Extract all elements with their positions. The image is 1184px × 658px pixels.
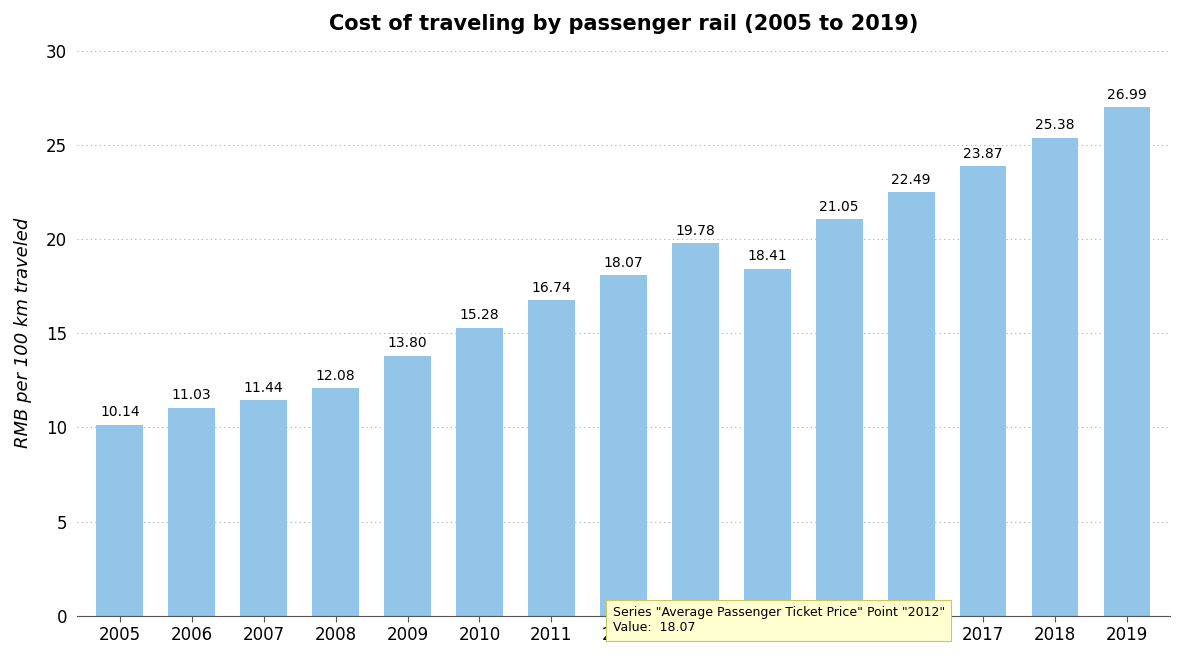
Bar	[1031, 138, 1079, 616]
Bar	[1103, 107, 1151, 616]
Bar	[528, 301, 574, 616]
Text: 22.49: 22.49	[892, 172, 931, 186]
Bar	[313, 388, 359, 616]
Text: 15.28: 15.28	[459, 309, 500, 322]
Text: 11.44: 11.44	[244, 380, 283, 395]
Bar	[456, 328, 503, 616]
Bar	[96, 424, 143, 616]
Text: 11.03: 11.03	[172, 388, 212, 402]
Bar	[960, 166, 1006, 616]
Text: Series "Average Passenger Ticket Price" Point "2012"
Value:  18.07: Series "Average Passenger Ticket Price" …	[612, 606, 945, 634]
Text: 10.14: 10.14	[99, 405, 140, 419]
Bar	[384, 356, 431, 616]
Text: 18.41: 18.41	[747, 249, 787, 263]
Bar	[240, 400, 287, 616]
Text: 21.05: 21.05	[819, 199, 858, 214]
Text: 16.74: 16.74	[532, 281, 571, 295]
Text: 12.08: 12.08	[316, 368, 355, 382]
Text: 18.07: 18.07	[604, 256, 643, 270]
Text: 23.87: 23.87	[964, 147, 1003, 161]
Bar	[673, 243, 719, 616]
Bar	[600, 276, 646, 616]
Bar	[744, 269, 791, 616]
Title: Cost of traveling by passenger rail (2005 to 2019): Cost of traveling by passenger rail (200…	[329, 14, 918, 34]
Text: 26.99: 26.99	[1107, 88, 1147, 102]
Bar	[888, 192, 934, 616]
Text: 19.78: 19.78	[675, 224, 715, 238]
Text: 25.38: 25.38	[1035, 118, 1075, 132]
Text: 13.80: 13.80	[387, 336, 427, 350]
Bar	[168, 408, 215, 616]
Bar	[816, 219, 863, 616]
Y-axis label: RMB per 100 km traveled: RMB per 100 km traveled	[14, 218, 32, 448]
